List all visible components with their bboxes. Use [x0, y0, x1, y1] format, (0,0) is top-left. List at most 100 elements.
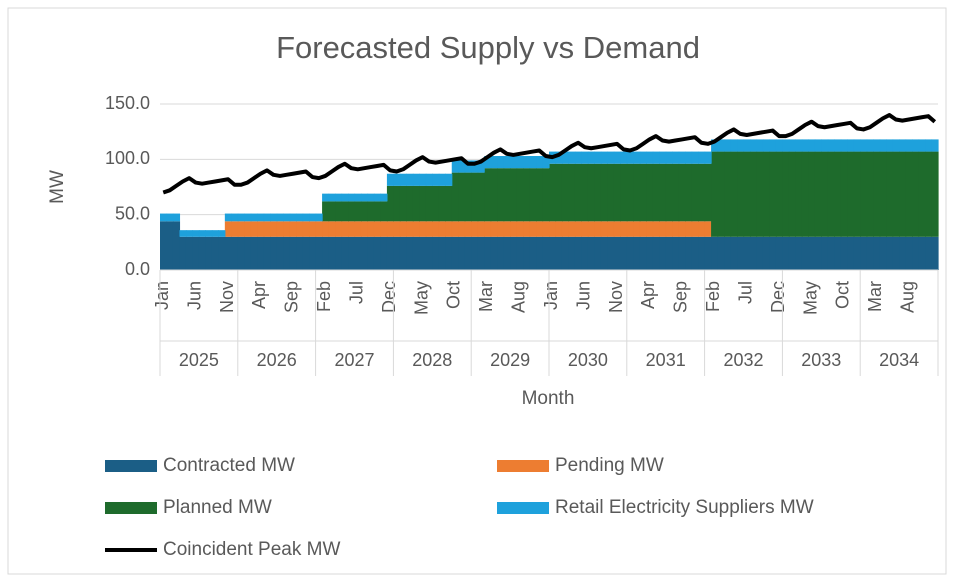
area-segment	[373, 193, 382, 202]
area-segment	[775, 236, 783, 270]
area-segment	[542, 168, 550, 222]
area-segment	[594, 151, 602, 164]
area-segment	[198, 236, 206, 270]
area-segment	[536, 236, 544, 270]
area-segment	[633, 151, 641, 164]
area-segment	[905, 236, 913, 270]
area-segment	[737, 139, 745, 152]
area-segment	[788, 151, 796, 237]
area-segment	[626, 236, 634, 270]
area-segment	[289, 213, 297, 222]
area-segment	[484, 168, 492, 222]
area-segment	[613, 236, 621, 270]
x-tick-label: Feb	[703, 281, 723, 312]
area-segment	[438, 185, 446, 222]
area-segment	[892, 151, 900, 237]
x-axis-title: Month	[522, 388, 575, 409]
area-segment	[386, 185, 394, 222]
area-segment	[717, 151, 725, 237]
area-segment	[886, 151, 894, 237]
area-segment	[724, 151, 732, 237]
area-segment	[296, 213, 304, 222]
area-segment	[587, 221, 595, 237]
x-tick-label: Nov	[217, 281, 237, 313]
area-segment	[523, 168, 531, 222]
year-label: 2030	[568, 350, 608, 370]
area-segment	[834, 139, 842, 152]
area-segment	[211, 236, 219, 270]
area-segment	[549, 221, 557, 237]
area-segment	[555, 236, 563, 270]
area-segment	[283, 236, 291, 270]
area-segment	[762, 151, 771, 237]
area-segment	[360, 236, 369, 270]
year-label: 2026	[257, 350, 297, 370]
area-segment	[782, 151, 790, 237]
year-label: 2027	[334, 350, 374, 370]
area-segment	[652, 151, 660, 164]
area-segment	[659, 151, 667, 164]
area-segment	[762, 236, 771, 270]
area-segment	[814, 151, 822, 237]
area-segment	[380, 221, 388, 237]
legend-label: Contracted MW	[163, 455, 295, 476]
area-segment	[425, 236, 433, 270]
area-segment	[685, 221, 693, 237]
area-segment	[646, 221, 654, 237]
x-tick-label: Mar	[476, 281, 496, 312]
area-segment	[231, 221, 239, 237]
area-segment	[724, 139, 732, 152]
area-segment	[250, 236, 258, 270]
area-segment	[561, 163, 570, 222]
area-segment	[185, 230, 194, 237]
area-segment	[464, 160, 472, 173]
area-segment	[568, 221, 576, 237]
area-segment	[749, 151, 758, 237]
area-segment	[360, 201, 369, 222]
area-segment	[328, 201, 336, 222]
area-segment	[594, 221, 602, 237]
area-segment	[328, 221, 336, 237]
area-segment	[380, 201, 388, 222]
area-segment	[873, 139, 881, 152]
area-segment	[639, 163, 647, 222]
area-segment	[373, 236, 382, 270]
area-segment	[328, 193, 336, 202]
area-segment	[451, 221, 459, 237]
x-tick-label: Dec	[768, 281, 788, 313]
area-segment	[458, 221, 466, 237]
area-segment	[497, 221, 505, 237]
area-segment	[542, 156, 550, 169]
area-segment	[322, 236, 330, 270]
area-segment	[801, 236, 809, 270]
area-segment	[866, 151, 874, 237]
area-segment	[412, 185, 420, 222]
area-segment	[873, 151, 881, 237]
area-segment	[626, 151, 634, 164]
area-segment	[639, 151, 647, 164]
area-segment	[795, 139, 803, 152]
area-segment	[406, 185, 414, 222]
x-tick-label: Feb	[314, 281, 334, 312]
area-segment	[166, 221, 174, 270]
area-segment	[205, 236, 213, 270]
area-segment	[600, 236, 608, 270]
area-segment	[393, 236, 401, 270]
x-tick-label: Nov	[606, 281, 626, 313]
area-segment	[237, 236, 245, 270]
area-segment	[399, 236, 407, 270]
area-segment	[749, 236, 758, 270]
area-segment	[931, 139, 939, 152]
area-segment	[536, 156, 544, 169]
area-segment	[432, 221, 440, 237]
area-segment	[302, 221, 310, 237]
area-segment	[244, 221, 252, 237]
area-segment	[652, 236, 660, 270]
area-segment	[354, 201, 362, 222]
area-segment	[912, 151, 920, 237]
area-segment	[458, 172, 466, 222]
area-segment	[542, 236, 550, 270]
area-segment	[542, 221, 550, 237]
area-segment	[931, 236, 939, 270]
area-segment	[866, 139, 874, 152]
